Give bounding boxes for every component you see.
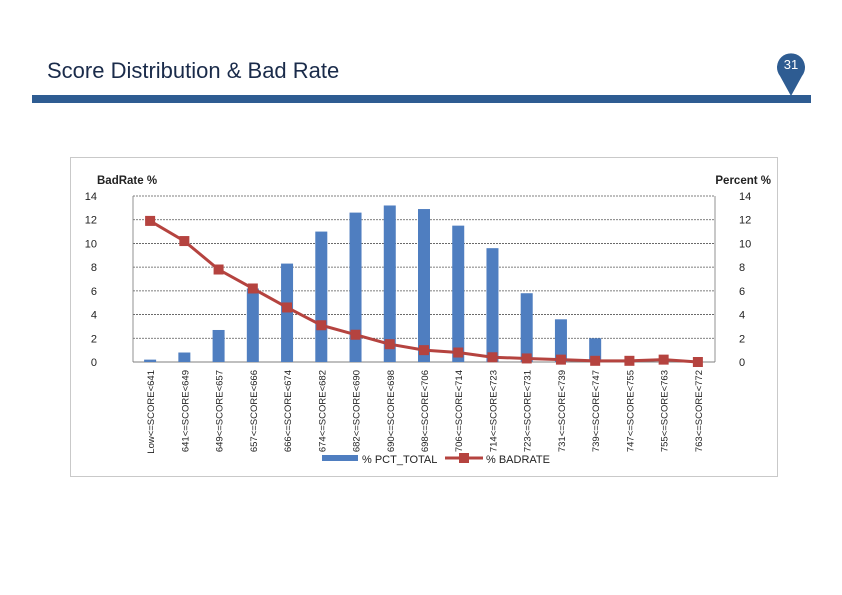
pct-total-bar xyxy=(246,288,259,362)
legend-swatch-pct-total xyxy=(322,455,358,461)
badrate-point xyxy=(247,283,258,294)
right-tick-label: 4 xyxy=(739,310,745,322)
badrate-point xyxy=(555,354,566,365)
pct-total-bar xyxy=(144,359,157,362)
badrate-point xyxy=(350,329,361,340)
pct-total-bars xyxy=(144,205,636,362)
right-tick-label: 14 xyxy=(739,191,751,203)
badrate-point xyxy=(316,320,327,331)
pct-total-bar xyxy=(178,352,191,362)
left-tick-label: 8 xyxy=(91,262,97,274)
pct-total-bar xyxy=(349,212,362,362)
category-label: 690<=SCORE<698 xyxy=(386,370,397,452)
page-number: 31 xyxy=(783,57,799,72)
category-label: 706<=SCORE<714 xyxy=(454,370,465,452)
left-axis-title: BadRate % xyxy=(97,175,157,187)
pct-total-bar xyxy=(383,205,396,362)
category-label: 682<=SCORE<690 xyxy=(352,370,363,452)
badrate-point xyxy=(213,264,224,275)
category-label: 763<=SCORE<772 xyxy=(694,370,705,452)
left-tick-label: 12 xyxy=(85,215,97,227)
category-label: 657<=SCORE<666 xyxy=(249,370,260,452)
legend-label-badrate: % BADRATE xyxy=(486,454,550,466)
category-label: 641<=SCORE<649 xyxy=(180,370,191,452)
badrate-point xyxy=(658,354,669,365)
chart-frame: 0 0 2 2 4 4 6 6 8 8 10 10 12 12 14 14 BadRate % Percent %… xyxy=(70,157,778,477)
legend-marker-badrate xyxy=(459,453,469,463)
title-underline-bar xyxy=(32,95,811,103)
category-label: 731<=SCORE<739 xyxy=(557,370,568,452)
category-label: 714<=SCORE<723 xyxy=(488,370,499,452)
badrate-point xyxy=(453,347,464,358)
badrate-point xyxy=(521,353,532,364)
pct-total-bar xyxy=(418,209,430,362)
pct-total-bar xyxy=(315,231,328,362)
category-label: 674<=SCORE<682 xyxy=(317,370,328,452)
pct-total-bar xyxy=(520,293,533,362)
pct-total-bar xyxy=(554,319,567,362)
right-tick-label: 2 xyxy=(739,333,745,345)
left-tick-label: 4 xyxy=(91,310,97,322)
pct-total-bar xyxy=(281,263,294,362)
slide-title: Score Distribution & Bad Rate xyxy=(47,58,340,83)
left-tick-label: 10 xyxy=(85,238,97,250)
legend-label-pct-total: % PCT_TOTAL xyxy=(362,454,437,466)
pct-total-bar xyxy=(486,248,499,362)
badrate-point xyxy=(179,236,190,247)
left-tick-label: 2 xyxy=(91,333,97,345)
right-tick-label: 12 xyxy=(739,215,751,227)
page-number-badge xyxy=(775,50,807,96)
left-tick-label: 14 xyxy=(85,191,97,203)
category-label: Low<=SCORE<641 xyxy=(146,370,157,454)
badrate-point xyxy=(419,345,429,356)
pct-total-bar xyxy=(452,225,465,362)
category-label: 755<=SCORE<763 xyxy=(660,370,671,452)
badrate-point xyxy=(692,357,703,367)
badrate-point xyxy=(624,355,635,366)
category-label: 739<=SCORE<747 xyxy=(591,370,602,452)
right-tick-label: 10 xyxy=(739,238,751,250)
badrate-line xyxy=(145,215,703,367)
category-label: 747<=SCORE<755 xyxy=(625,370,636,452)
right-tick-label: 0 xyxy=(739,357,745,369)
category-label: 666<=SCORE<674 xyxy=(283,370,294,452)
badrate-point xyxy=(282,302,293,313)
legend: % PCT_TOTAL % BADRATE xyxy=(322,453,550,466)
left-tick-label: 0 xyxy=(91,357,97,369)
category-label: 723<=SCORE<731 xyxy=(523,370,534,452)
category-label: 698<=SCORE<706 xyxy=(420,370,431,452)
left-tick-label: 6 xyxy=(91,286,97,298)
category-label: 649<=SCORE<657 xyxy=(215,370,226,452)
right-axis-title: Percent % xyxy=(715,175,771,187)
badrate-point xyxy=(145,215,156,226)
badrate-point xyxy=(590,355,601,366)
badrate-point xyxy=(487,352,498,363)
pct-total-bar xyxy=(212,329,225,362)
right-tick-label: 8 xyxy=(739,262,745,274)
right-tick-label: 6 xyxy=(739,286,745,298)
badrate-point xyxy=(384,339,395,350)
